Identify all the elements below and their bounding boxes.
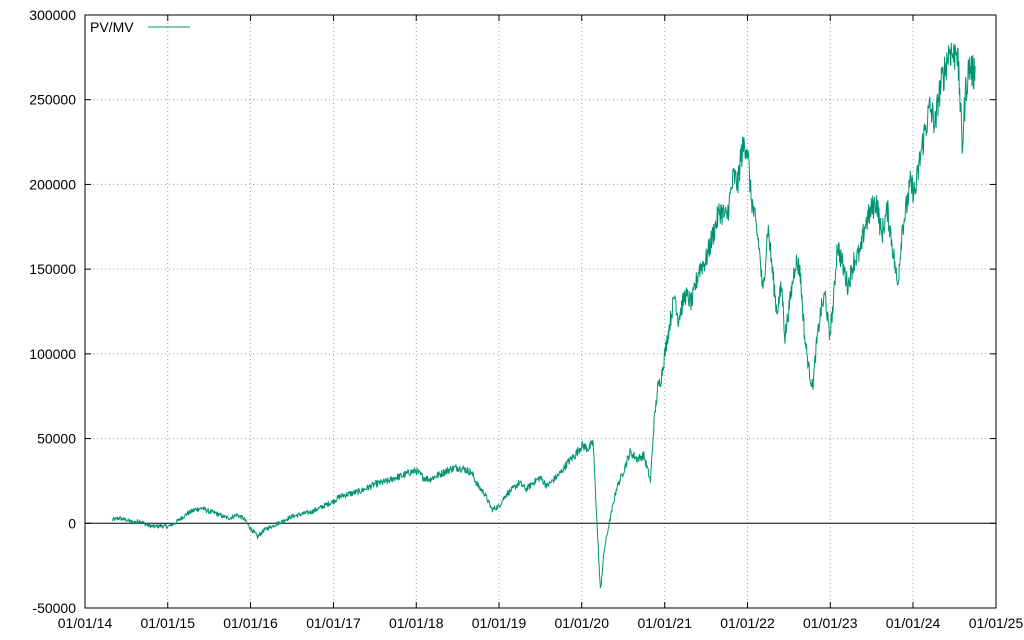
y-tick-label: 100000 bbox=[29, 346, 76, 362]
x-tick-label: 01/01/25 bbox=[969, 615, 1024, 631]
y-tick-label: 0 bbox=[68, 515, 76, 531]
x-tick-label: 01/01/18 bbox=[389, 615, 444, 631]
x-tick-label: 01/01/15 bbox=[141, 615, 196, 631]
tick-layer: -50000 0 50000 100000 150000 200000 250000 3000… bbox=[29, 7, 1023, 631]
x-tick-label: 01/01/22 bbox=[720, 615, 775, 631]
x-tick-label: 01/01/16 bbox=[223, 615, 278, 631]
x-tick-label: 01/01/17 bbox=[306, 615, 361, 631]
x-tick-label: 01/01/14 bbox=[58, 615, 113, 631]
x-tick-label: 01/01/21 bbox=[637, 615, 692, 631]
y-tick-label: 200000 bbox=[29, 176, 76, 192]
plot-frame bbox=[84, 14, 997, 609]
grid-layer bbox=[85, 15, 996, 608]
x-tick-label: 01/01/24 bbox=[886, 615, 941, 631]
legend-label-pv-mv: PV/MV bbox=[90, 19, 134, 35]
y-tick-label: 150000 bbox=[29, 261, 76, 277]
x-tick-label: 01/01/19 bbox=[472, 615, 527, 631]
series-layer bbox=[111, 42, 976, 589]
y-tick-label: 50000 bbox=[37, 431, 76, 447]
y-tick-label: -50000 bbox=[32, 600, 76, 616]
series-line-pv-mv bbox=[111, 42, 976, 589]
y-tick-label: 250000 bbox=[29, 92, 76, 108]
legend: PV/MV bbox=[90, 19, 190, 35]
x-tick-label: 01/01/23 bbox=[803, 615, 858, 631]
y-tick-label: 300000 bbox=[29, 7, 76, 23]
x-tick-label: 01/01/20 bbox=[555, 615, 610, 631]
